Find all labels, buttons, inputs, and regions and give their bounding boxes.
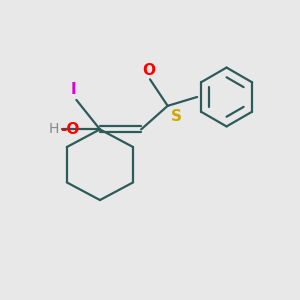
Text: S: S <box>171 109 182 124</box>
Text: H: H <box>48 122 59 136</box>
Text: -O: -O <box>60 122 80 137</box>
Text: I: I <box>70 82 76 97</box>
Text: O: O <box>142 63 155 78</box>
